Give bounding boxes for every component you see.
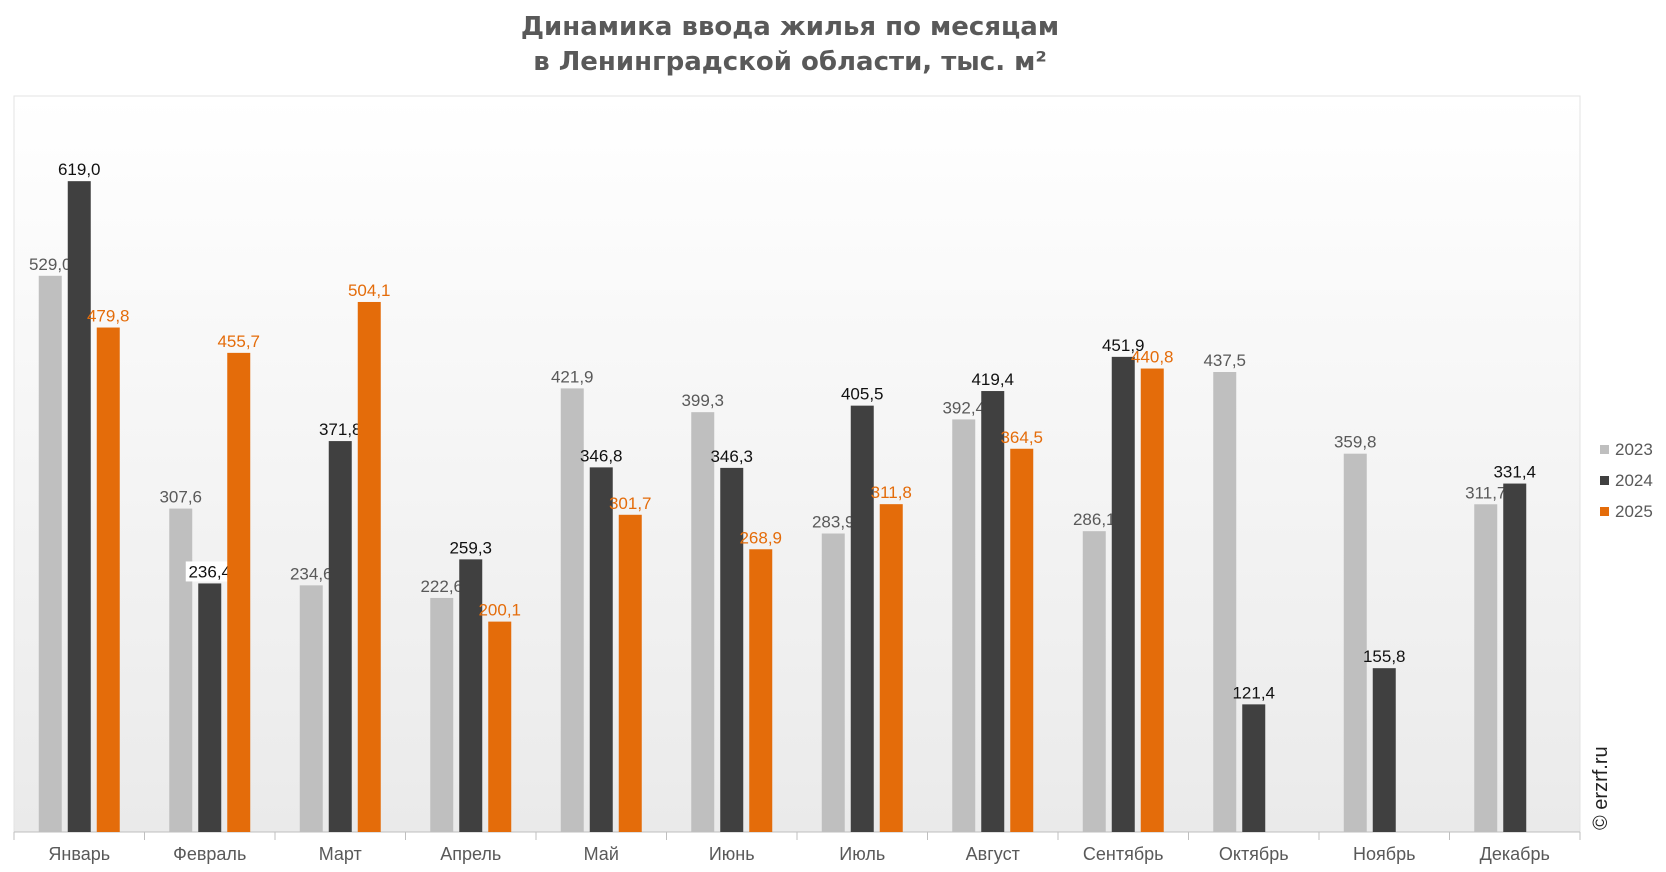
- x-tick-label: Январь: [48, 844, 110, 864]
- data-label-2023-12: 311,7: [1465, 483, 1506, 502]
- data-label-2024-8: 419,4: [971, 370, 1014, 389]
- legend-label-2023: 2023: [1615, 439, 1653, 459]
- data-label-2025-6: 268,9: [739, 528, 782, 547]
- data-label-2024-11: 155,8: [1363, 647, 1406, 666]
- bar-2025-8: [1010, 448, 1034, 832]
- bar-2024-3: [328, 441, 352, 832]
- bar-2024-9: [1111, 356, 1135, 832]
- data-label-2023-1: 529,0: [29, 255, 72, 274]
- bar-2023-10: [1213, 372, 1237, 832]
- data-label-2024-12: 331,4: [1493, 463, 1536, 482]
- bar-2023-9: [1082, 531, 1106, 832]
- bar-2025-4: [488, 621, 512, 832]
- bar-2023-2: [169, 508, 193, 832]
- x-tick-label: Июнь: [709, 844, 755, 864]
- bar-2024-7: [850, 405, 874, 832]
- data-label-2025-2: 455,7: [217, 332, 260, 351]
- legend-label-2025: 2025: [1615, 501, 1653, 521]
- legend-swatch-2024: [1600, 476, 1609, 485]
- legend-swatch-2023: [1600, 445, 1609, 454]
- data-label-2023-4: 222,6: [420, 577, 463, 596]
- bar-2024-11: [1372, 668, 1396, 832]
- bar-2025-5: [618, 514, 642, 832]
- data-label-2024-2: 236,4: [188, 562, 231, 581]
- data-label-2024-7: 405,5: [841, 385, 884, 404]
- bar-2024-12: [1503, 483, 1527, 832]
- bar-2024-8: [981, 391, 1005, 832]
- data-label-2025-5: 301,7: [609, 494, 652, 513]
- data-label-2024-4: 259,3: [449, 538, 492, 557]
- x-tick-label: Сентябрь: [1083, 844, 1164, 864]
- data-label-2024-9: 451,9: [1102, 336, 1145, 355]
- data-label-2023-8: 392,4: [942, 398, 985, 417]
- data-label-2025-9: 440,8: [1131, 348, 1174, 367]
- bar-2023-7: [821, 533, 845, 832]
- bar-2024-10: [1242, 704, 1266, 832]
- bar-2023-4: [430, 597, 454, 832]
- chart-title-line2: в Ленинградской области, тыс. м²: [533, 47, 1047, 77]
- data-label-2025-3: 504,1: [348, 281, 391, 300]
- plot-area: [13, 95, 1581, 833]
- x-tick-label: Август: [966, 844, 1020, 864]
- bar-2023-11: [1343, 453, 1367, 832]
- legend: 2023 2024 2025: [1600, 434, 1653, 527]
- chart-title: Динамика ввода жилья по месяцам в Ленинг…: [0, 10, 1580, 80]
- x-tick-label: Ноябрь: [1353, 844, 1415, 864]
- bar-2025-1: [96, 327, 120, 832]
- data-label-2025-4: 200,1: [478, 601, 521, 620]
- bar-2023-12: [1474, 504, 1498, 832]
- bar-2024-1: [67, 181, 91, 832]
- x-tick-label: Декабрь: [1480, 844, 1550, 864]
- bar-2025-3: [357, 301, 381, 832]
- bar-2023-3: [299, 585, 323, 832]
- legend-item-2023: 2023: [1600, 434, 1653, 465]
- data-label-2024-5: 346,8: [580, 446, 623, 465]
- data-label-2025-8: 364,5: [1000, 428, 1043, 447]
- x-tick-label: Октябрь: [1219, 844, 1289, 864]
- bar-2024-5: [589, 467, 613, 832]
- data-label-2023-9: 286,1: [1073, 510, 1116, 529]
- x-tick-label: Март: [319, 844, 362, 864]
- data-label-2024-10: 121,4: [1232, 683, 1275, 702]
- data-label-2025-1: 479,8: [87, 307, 130, 326]
- bar-2024-4: [459, 559, 483, 832]
- data-label-2023-11: 359,8: [1334, 433, 1377, 452]
- bar-2024-2: [198, 583, 222, 832]
- data-label-background: [185, 561, 234, 582]
- legend-item-2024: 2024: [1600, 465, 1653, 496]
- data-label-2023-3: 234,6: [290, 564, 333, 583]
- data-label-2024-3: 371,8: [319, 420, 362, 439]
- bar-2025-7: [879, 504, 903, 832]
- x-tick-label: Апрель: [440, 844, 501, 864]
- bar-2024-6: [720, 467, 744, 832]
- data-label-2025-7: 311,8: [871, 483, 912, 502]
- chart-title-line1: Динамика ввода жилья по месяцам: [520, 12, 1060, 42]
- legend-item-2025: 2025: [1600, 496, 1653, 527]
- bar-2023-5: [560, 388, 584, 832]
- data-label-2023-10: 437,5: [1203, 351, 1246, 370]
- data-label-2024-1: 619,0: [58, 160, 101, 179]
- x-tick-label: Май: [584, 844, 619, 864]
- watermark: © erzrf.ru: [1590, 746, 1612, 830]
- bar-2023-8: [952, 419, 976, 832]
- data-label-2023-2: 307,6: [159, 488, 202, 507]
- bar-2025-9: [1140, 368, 1164, 832]
- data-label-2024-6: 346,3: [710, 447, 753, 466]
- data-label-2023-6: 399,3: [681, 391, 724, 410]
- bar-2025-2: [227, 352, 251, 832]
- x-tick-label: Июль: [839, 844, 885, 864]
- bar-2025-6: [749, 549, 773, 832]
- legend-swatch-2025: [1600, 507, 1609, 516]
- x-tick-label: Февраль: [173, 844, 246, 864]
- data-label-2023-7: 283,9: [812, 512, 855, 531]
- data-label-2023-5: 421,9: [551, 367, 594, 386]
- legend-label-2024: 2024: [1615, 470, 1653, 490]
- bar-2023-1: [38, 275, 62, 832]
- bar-2023-6: [691, 412, 715, 832]
